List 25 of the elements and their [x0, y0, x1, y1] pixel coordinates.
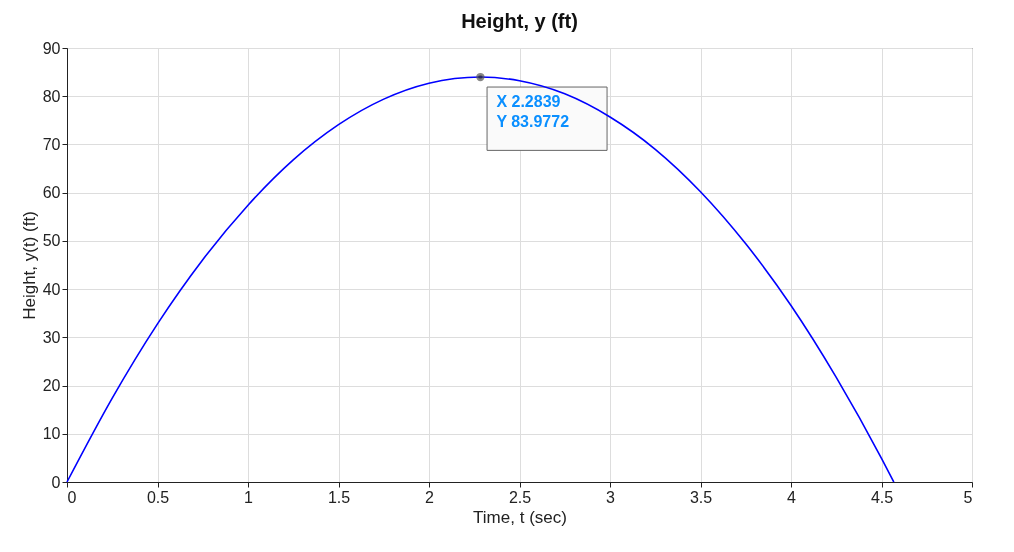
y-axis-title: Height, y(t) (ft): [19, 211, 39, 320]
x-tick-label: 1: [244, 488, 254, 506]
x-tick-label: 0.5: [146, 488, 170, 506]
y-tick-label: 0: [51, 473, 61, 491]
y-tick-label: 30: [42, 328, 61, 346]
x-tick-label: 0: [67, 488, 77, 506]
y-tick-label: 40: [42, 280, 61, 298]
x-tick-label: 5: [963, 488, 973, 506]
annotation: X 2.2839 Y 83.9772: [496, 93, 570, 131]
x-tick-label: 3: [606, 488, 616, 506]
x-tick-label: 2: [425, 488, 435, 506]
x-axis-title: Time, t (sec): [473, 507, 567, 527]
x-tick-label: 3.5: [689, 488, 713, 506]
chart-title: Height, y (ft): [461, 10, 578, 32]
y-tick-label: 80: [42, 87, 61, 105]
y-tick-label: 90: [42, 39, 61, 57]
x-tick-label: 4: [787, 488, 797, 506]
y-tick-label: 50: [42, 232, 61, 250]
y-tick-label: 20: [42, 377, 61, 395]
y-tick-label: 10: [42, 425, 61, 443]
x-tick-label: 2.5: [508, 488, 532, 506]
x-tick-label: 1.5: [327, 488, 351, 506]
x-tick-label: 4.5: [870, 488, 894, 506]
y-tick-label: 70: [42, 135, 61, 153]
y-tick-label: 60: [42, 184, 61, 202]
